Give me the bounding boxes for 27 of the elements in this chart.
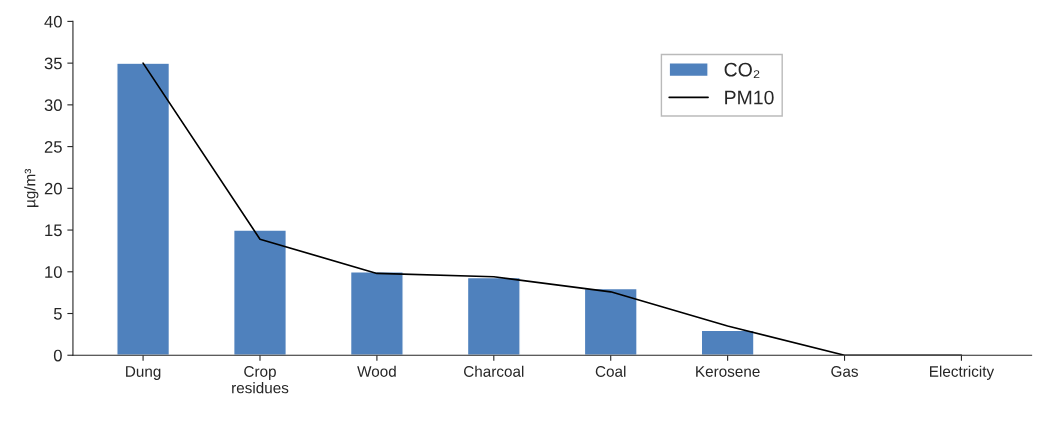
line-series — [142, 62, 963, 356]
x-tick-label: Kerosene — [696, 366, 760, 377]
x-tick-label: Dung — [126, 366, 161, 380]
y-tick-label: 30 — [44, 99, 62, 112]
x-tick-label: Crop residues — [232, 366, 289, 394]
x-tick-label: Gas — [831, 366, 858, 377]
bar — [349, 271, 404, 356]
bar — [700, 329, 755, 356]
y-axis-title: µg/m³ — [24, 168, 39, 207]
x-tick-label: Wood — [357, 365, 396, 377]
legend-label: CO₂ — [724, 62, 760, 79]
y-tick-label: 25 — [44, 140, 62, 153]
y-tick-label: 0 — [53, 349, 62, 362]
bar — [466, 276, 521, 356]
bar — [116, 62, 171, 356]
legend-label: PM10 — [725, 90, 774, 105]
y-tick-label: 5 — [53, 308, 62, 320]
y-tick-label: 20 — [44, 182, 62, 195]
y-tick-label: 35 — [44, 57, 62, 70]
x-tick-label: Coal — [595, 365, 626, 377]
y-tick-label: 40 — [44, 15, 62, 28]
y-tick-label: 10 — [45, 266, 62, 278]
x-tick-label: Charcoal — [464, 365, 524, 377]
x-tick-label: Electricity — [930, 365, 995, 380]
bar — [583, 287, 638, 356]
y-tick-label: 15 — [45, 224, 62, 237]
bar — [232, 229, 287, 356]
